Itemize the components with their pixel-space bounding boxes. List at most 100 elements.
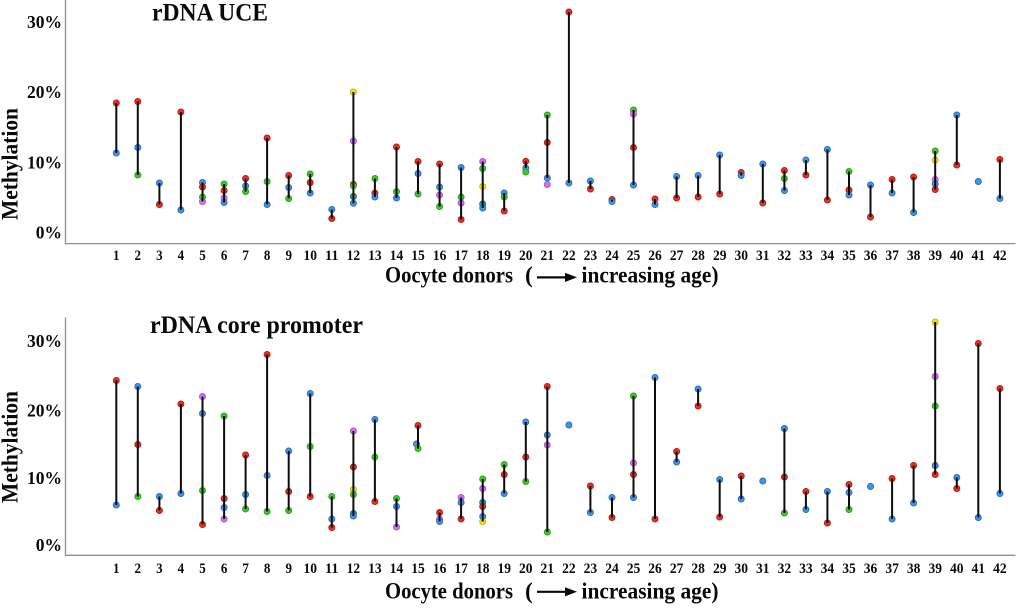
svg-text:16: 16	[433, 561, 447, 577]
svg-text:17: 17	[454, 248, 468, 264]
svg-text:21: 21	[541, 561, 555, 577]
svg-text:42: 42	[993, 561, 1007, 577]
svg-text:9: 9	[285, 248, 292, 264]
svg-text:6: 6	[221, 248, 228, 264]
svg-text:26: 26	[648, 248, 662, 264]
svg-text:2: 2	[135, 248, 142, 264]
svg-text:23: 23	[584, 561, 598, 577]
svg-text:13: 13	[368, 248, 382, 264]
svg-text:1: 1	[113, 561, 120, 577]
svg-text:10: 10	[303, 248, 317, 264]
svg-text:0%: 0%	[36, 535, 62, 555]
svg-text:22: 22	[562, 248, 576, 264]
svg-text:1: 1	[113, 248, 120, 264]
svg-text:24: 24	[605, 248, 619, 264]
svg-text:14: 14	[390, 248, 404, 264]
svg-text:20: 20	[519, 248, 533, 264]
svg-text:30: 30	[734, 561, 748, 577]
svg-text:38: 38	[907, 248, 921, 264]
svg-text:5: 5	[199, 248, 206, 264]
svg-text:33: 33	[799, 561, 813, 577]
svg-text:37: 37	[885, 248, 899, 264]
svg-text:14: 14	[390, 561, 404, 577]
svg-text:34: 34	[821, 561, 835, 577]
svg-text:(: (	[525, 263, 533, 289]
svg-text:20: 20	[519, 561, 533, 577]
svg-text:Oocyte donors: Oocyte donors	[385, 579, 513, 605]
svg-text:29: 29	[713, 248, 727, 264]
svg-text:12: 12	[347, 248, 361, 264]
svg-text:35: 35	[842, 248, 856, 264]
svg-text:40: 40	[950, 248, 964, 264]
svg-text:10%: 10%	[27, 152, 62, 172]
svg-text:30: 30	[734, 248, 748, 264]
svg-text:Methylation: Methylation	[0, 108, 23, 220]
svg-text:9: 9	[285, 561, 292, 577]
svg-text:4: 4	[178, 561, 185, 577]
svg-text:30%: 30%	[27, 331, 62, 351]
svg-text:7: 7	[242, 561, 249, 577]
svg-text:28: 28	[691, 248, 705, 264]
svg-text:10%: 10%	[27, 468, 62, 488]
svg-text:11: 11	[325, 248, 339, 264]
svg-text:(: (	[525, 579, 533, 605]
svg-text:29: 29	[713, 561, 727, 577]
svg-text:25: 25	[627, 561, 641, 577]
svg-text:32: 32	[778, 248, 792, 264]
svg-text:3: 3	[156, 561, 163, 577]
svg-text:22: 22	[562, 561, 576, 577]
svg-text:3: 3	[156, 248, 163, 264]
svg-text:Oocyte donors: Oocyte donors	[385, 263, 513, 289]
svg-text:28: 28	[691, 561, 705, 577]
svg-text:25: 25	[627, 248, 641, 264]
svg-text:12: 12	[347, 561, 361, 577]
svg-text:35: 35	[842, 561, 856, 577]
svg-text:20%: 20%	[27, 400, 62, 420]
svg-text:21: 21	[541, 248, 555, 264]
svg-text:40: 40	[950, 561, 964, 577]
svg-text:rDNA core promoter: rDNA core promoter	[150, 310, 363, 339]
svg-text:41: 41	[972, 248, 986, 264]
svg-text:36: 36	[864, 561, 878, 577]
svg-text:4: 4	[178, 248, 185, 264]
svg-text:39: 39	[928, 561, 942, 577]
svg-text:41: 41	[972, 561, 986, 577]
svg-text:38: 38	[907, 561, 921, 577]
svg-text:24: 24	[605, 561, 619, 577]
svg-text:36: 36	[864, 248, 878, 264]
svg-text:6: 6	[221, 561, 228, 577]
svg-text:increasing age): increasing age)	[582, 579, 719, 605]
svg-text:5: 5	[199, 561, 206, 577]
svg-text:32: 32	[778, 561, 792, 577]
svg-text:18: 18	[476, 248, 490, 264]
svg-text:20%: 20%	[27, 82, 62, 102]
svg-text:16: 16	[433, 248, 447, 264]
svg-text:increasing age): increasing age)	[582, 263, 719, 289]
svg-text:34: 34	[821, 248, 835, 264]
svg-text:30%: 30%	[27, 12, 62, 32]
svg-text:7: 7	[242, 248, 249, 264]
svg-text:rDNA UCE: rDNA UCE	[152, 0, 268, 27]
svg-text:10: 10	[303, 561, 317, 577]
svg-text:33: 33	[799, 248, 813, 264]
svg-text:8: 8	[264, 561, 271, 577]
svg-text:15: 15	[411, 248, 425, 264]
svg-text:19: 19	[497, 561, 511, 577]
svg-text:15: 15	[411, 561, 425, 577]
svg-text:0%: 0%	[36, 223, 62, 243]
svg-text:31: 31	[756, 248, 770, 264]
svg-text:2: 2	[135, 561, 142, 577]
svg-text:18: 18	[476, 561, 490, 577]
svg-text:11: 11	[325, 561, 339, 577]
svg-text:31: 31	[756, 561, 770, 577]
svg-text:23: 23	[584, 248, 598, 264]
svg-text:17: 17	[454, 561, 468, 577]
svg-text:13: 13	[368, 561, 382, 577]
svg-text:42: 42	[993, 248, 1007, 264]
svg-text:19: 19	[497, 248, 511, 264]
svg-text:Methylation: Methylation	[0, 391, 23, 503]
svg-text:26: 26	[648, 561, 662, 577]
svg-text:8: 8	[264, 248, 271, 264]
svg-text:27: 27	[670, 561, 684, 577]
svg-text:27: 27	[670, 248, 684, 264]
